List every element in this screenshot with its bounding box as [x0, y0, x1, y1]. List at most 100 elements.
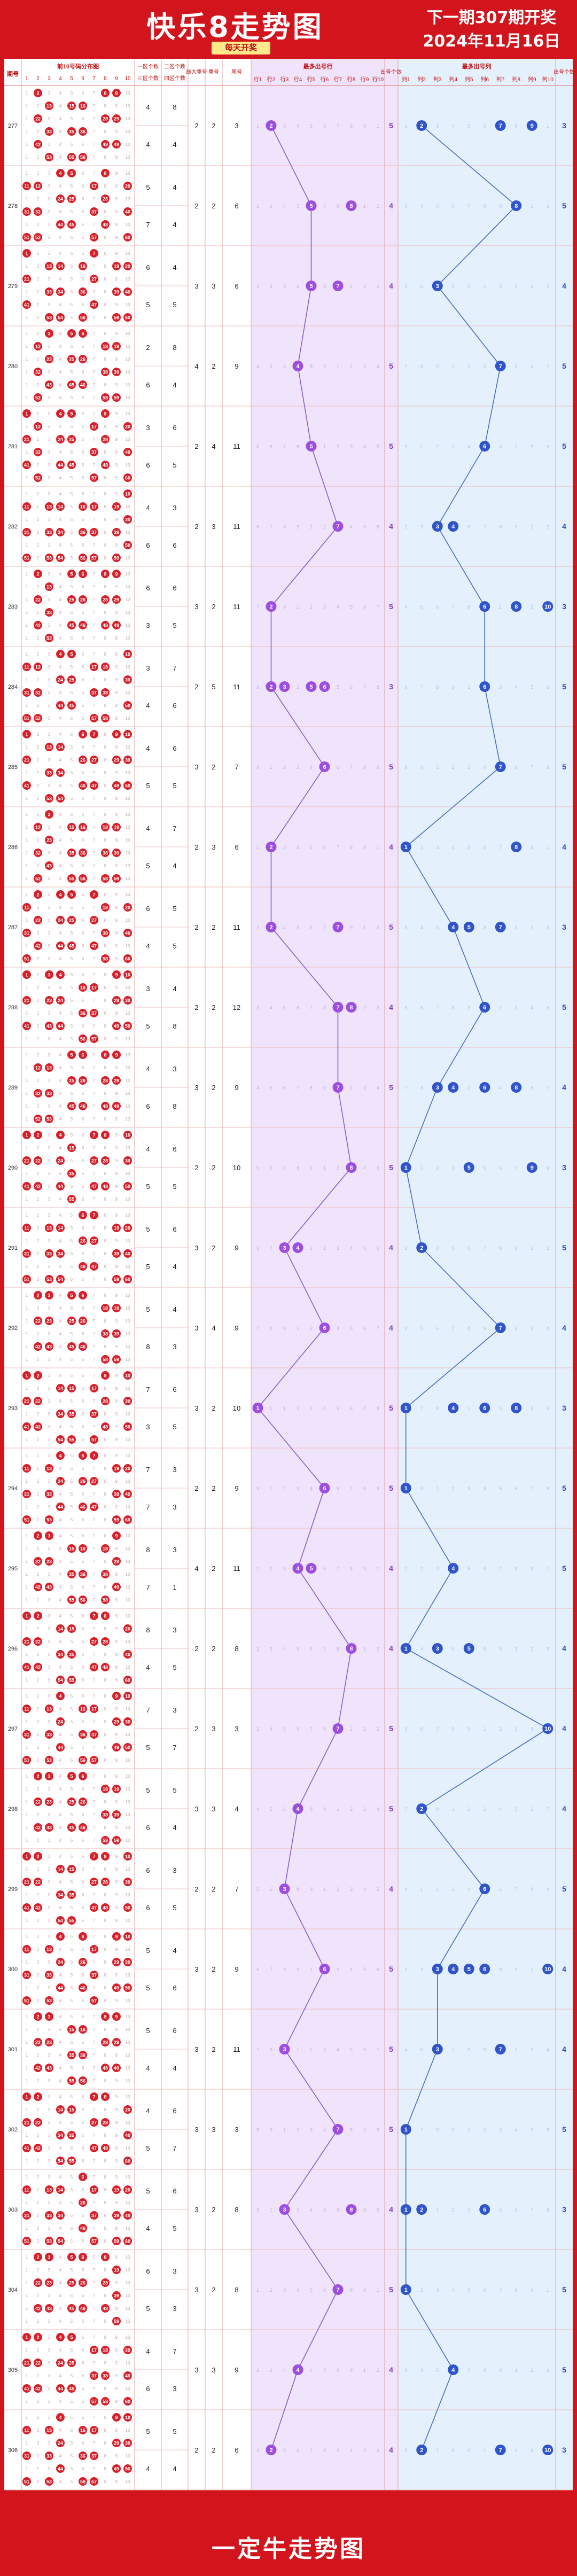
dist-ball-num: 8 — [104, 2095, 106, 2100]
dist-miss: 7 — [93, 931, 96, 936]
row-miss: 8 — [350, 1566, 353, 1571]
dist-miss: 5 — [71, 1306, 73, 1311]
row-miss: 1 — [323, 1165, 326, 1171]
dist-ball-num: 23 — [46, 2281, 52, 2286]
col-miss: 5 — [499, 1486, 502, 1491]
dist-ball-num: 26 — [80, 2281, 85, 2286]
dist-ball — [34, 140, 42, 149]
dist-ball-num: 22 — [35, 2281, 41, 2286]
dist-miss: 5 — [71, 290, 73, 294]
dist-miss: 9 — [115, 1825, 118, 1830]
dist-miss: 7 — [93, 636, 96, 641]
row-max-num: 6 — [323, 764, 326, 771]
dist-miss: 8 — [104, 530, 107, 535]
dist-miss: 3 — [48, 1934, 51, 1939]
col-miss: 6 — [499, 444, 502, 449]
dist-ball-num: 16 — [80, 1707, 85, 1712]
dist-ball-num: 51 — [24, 1277, 29, 1282]
dist-miss: 5 — [71, 636, 73, 641]
dist-miss: 7 — [93, 2159, 96, 2163]
dist-miss: 2 — [37, 104, 40, 108]
row-max-num: 7 — [336, 1085, 339, 1091]
dist-miss: 7 — [93, 129, 96, 134]
dist-ball-num: 10 — [125, 492, 130, 497]
row-miss: 8 — [350, 845, 353, 850]
row-count: 4 — [389, 201, 393, 210]
col-miss: 8 — [436, 1406, 439, 1411]
row-miss: 8 — [323, 1726, 326, 1732]
col-label-10: 列10 — [542, 76, 554, 83]
row-miss: 7 — [297, 1085, 299, 1091]
dist-miss: 5 — [71, 1986, 73, 1990]
dist-ball — [101, 220, 110, 229]
dist-miss: 3 — [48, 1011, 51, 1016]
dist-miss: 5 — [71, 985, 73, 990]
dist-miss: 6 — [82, 2335, 84, 2340]
row-miss: 9 — [363, 845, 366, 850]
row-miss: 1 — [310, 1967, 313, 1972]
row-miss: 4 — [283, 2368, 286, 2373]
dist-ball-num: 46 — [80, 1505, 85, 1510]
dist-miss: 7 — [93, 2027, 96, 2032]
dist-miss: 4 — [59, 1037, 62, 1041]
dist-num-4: 4 — [59, 76, 62, 82]
row-miss: 3 — [337, 1246, 339, 1251]
dist-ball-num: 45 — [69, 1344, 74, 1350]
dist-miss: 2 — [37, 437, 40, 442]
zone4-value: 5 — [173, 1423, 176, 1431]
dist-ball-num: 49 — [114, 783, 119, 789]
row-miss: 5 — [283, 284, 286, 289]
dist-ball-num: 59 — [114, 1517, 119, 1523]
dist-ball-num: 28 — [103, 197, 108, 202]
dist-ball-num: 20 — [125, 424, 130, 430]
row-count: 5 — [389, 362, 393, 370]
dist-ball-num: 31 — [24, 2213, 29, 2219]
zone4-value: 8 — [173, 1102, 176, 1110]
dist-ball-num: 33 — [46, 610, 52, 616]
tail-value: 7 — [235, 1885, 238, 1893]
dist-miss: 9 — [115, 2133, 118, 2138]
col-miss: 7 — [484, 1246, 486, 1251]
row-miss: 7 — [270, 1967, 272, 1972]
dist-ball-num: 12 — [35, 1065, 41, 1071]
dist-miss: 2 — [37, 758, 40, 762]
dist-miss: 5 — [71, 716, 73, 721]
dist-miss: 8 — [104, 2319, 107, 2324]
dist-ball-num: 38 — [103, 851, 108, 856]
col-max-num: 7 — [499, 1325, 502, 1332]
dist-miss: 9 — [115, 1264, 118, 1269]
col-max-num: 10 — [544, 604, 551, 610]
dist-ball-num: 33 — [46, 1973, 52, 1978]
dist-ball-num: 41 — [24, 1024, 29, 1029]
repeat-value: 2 — [212, 2286, 215, 2294]
dist-miss: 10 — [126, 2120, 130, 2125]
dist-miss: 2 — [37, 783, 40, 788]
dist-miss: 3 — [48, 1412, 51, 1417]
row-miss: 2 — [256, 2368, 259, 2373]
dist-ball-num: 53 — [46, 1277, 52, 1282]
dist-miss: 4 — [59, 1707, 62, 1711]
dist-miss: 2 — [37, 2399, 40, 2404]
dist-miss: 2 — [37, 771, 40, 775]
dist-ball-num: 57 — [91, 2399, 97, 2404]
dist-miss: 3 — [48, 209, 51, 214]
col-miss: 8 — [484, 2368, 486, 2373]
dist-miss: 1 — [26, 944, 28, 948]
dist-ball-num: 49 — [114, 1986, 119, 1991]
zone1-value: 5 — [146, 2427, 150, 2435]
col-max-num: 5 — [467, 924, 471, 931]
dist-num-2: 2 — [36, 76, 40, 82]
dist-miss: 7 — [93, 1960, 96, 1965]
col-miss: 5 — [436, 925, 439, 930]
dist-ball-num: 18 — [103, 1546, 108, 1552]
dist-ball-num: 25 — [69, 597, 74, 603]
dist-miss: 8 — [104, 2428, 107, 2433]
dist-miss: 1 — [26, 1011, 28, 1016]
col-miss: 9 — [531, 845, 533, 850]
dist-ball-num: 25 — [69, 197, 74, 202]
zone4-value: 4 — [173, 381, 176, 389]
dist-miss: 1 — [26, 1867, 28, 1872]
zone4-value: 4 — [173, 1263, 176, 1271]
row-miss: 4 — [256, 364, 259, 369]
dist-miss: 5 — [71, 2226, 73, 2231]
